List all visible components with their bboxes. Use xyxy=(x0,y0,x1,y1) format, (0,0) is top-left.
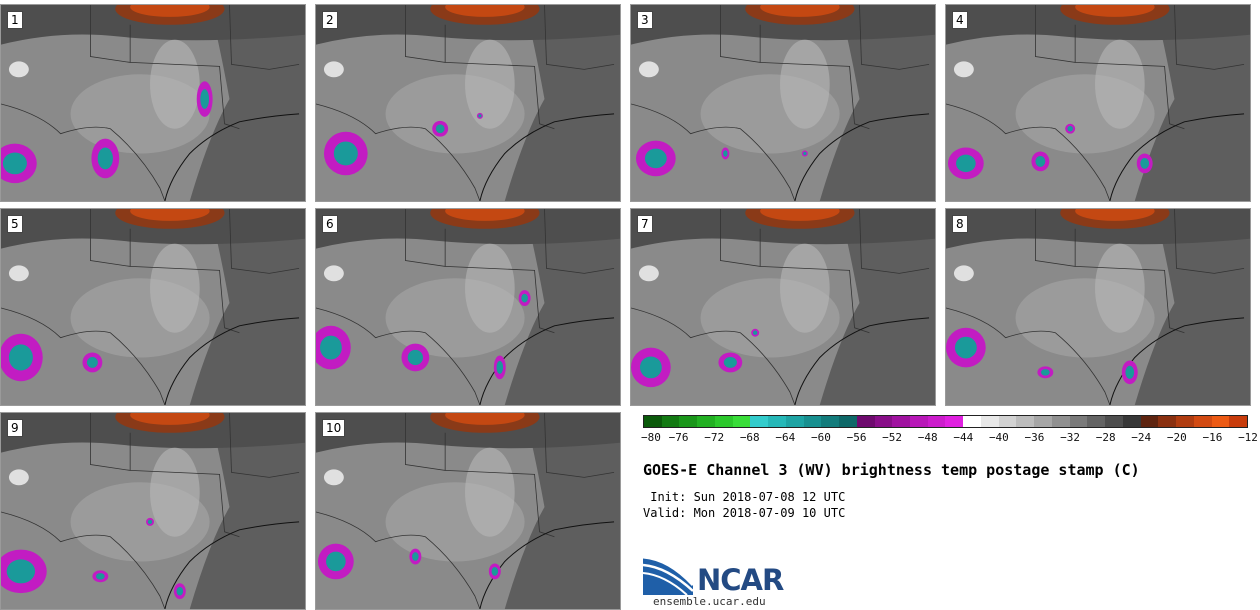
colorbar-segment xyxy=(1176,416,1194,427)
colorbar xyxy=(643,415,1248,428)
wv-brightness-map xyxy=(946,5,1250,201)
colorbar-tick-label: −28 xyxy=(1095,431,1116,444)
wv-brightness-map xyxy=(1,209,305,405)
panel-number: 5 xyxy=(7,215,23,233)
colorbar-tick-label: −64 xyxy=(775,431,796,444)
wv-brightness-map xyxy=(316,413,620,609)
colorbar-segment xyxy=(1016,416,1035,427)
colorbar-segment xyxy=(1193,416,1212,427)
colorbar-segment xyxy=(1105,416,1123,427)
colorbar-segment xyxy=(1069,416,1088,427)
colorbar-tick-label: −56 xyxy=(846,431,867,444)
colorbar-segment xyxy=(1140,416,1159,427)
wv-brightness-map xyxy=(1,413,305,609)
wv-brightness-map xyxy=(316,5,620,201)
colorbar-segment xyxy=(1087,416,1106,427)
colorbar-tick-label: −12 xyxy=(1238,431,1258,444)
colorbar-segment xyxy=(1034,416,1052,427)
colorbar-segment xyxy=(963,416,981,427)
panel-number: 8 xyxy=(952,215,968,233)
colorbar-segment xyxy=(732,416,751,427)
colorbar-segment xyxy=(785,416,804,427)
wv-brightness-map xyxy=(631,209,935,405)
colorbar-segment xyxy=(1051,416,1070,427)
colorbar-segment xyxy=(803,416,822,427)
run-info: Init: Sun 2018-07-08 12 UTC Valid: Mon 2… xyxy=(643,489,845,521)
colorbar-tick-label: −32 xyxy=(1060,431,1080,444)
stamp-panel-4: 4 xyxy=(945,4,1251,202)
colorbar-tick-label: −16 xyxy=(1202,431,1223,444)
stamp-panel-5: 5 xyxy=(0,208,306,406)
panel-number: 4 xyxy=(952,11,968,29)
init-time: Init: Sun 2018-07-08 12 UTC xyxy=(643,490,846,504)
panel-number: 7 xyxy=(637,215,653,233)
colorbar-tick-label: −48 xyxy=(917,431,938,444)
valid-time: Valid: Mon 2018-07-09 10 UTC xyxy=(643,506,846,520)
stamp-panel-1: 1 xyxy=(0,4,306,202)
ncar-logo: NCAR ensemble.ucar.edu xyxy=(643,553,813,609)
colorbar-segment xyxy=(945,416,964,427)
colorbar-segment xyxy=(998,416,1017,427)
colorbar-segment xyxy=(856,416,875,427)
colorbar-segment xyxy=(1122,416,1141,427)
stamp-panel-8: 8 xyxy=(945,208,1251,406)
colorbar-segment xyxy=(679,416,698,427)
colorbar-segment xyxy=(980,416,999,427)
colorbar-tick-label: −36 xyxy=(1024,431,1045,444)
colorbar-tick-label: −76 xyxy=(668,431,689,444)
stamp-panel-10: 10 xyxy=(315,412,621,610)
colorbar-segment xyxy=(874,416,893,427)
ncar-url[interactable]: ensemble.ucar.edu xyxy=(653,595,766,608)
colorbar-segment xyxy=(892,416,911,427)
colorbar-tick-label: −44 xyxy=(953,431,974,444)
colorbar-tick-label: −20 xyxy=(1166,431,1187,444)
colorbar-segment xyxy=(768,416,786,427)
colorbar-tick-label: −40 xyxy=(988,431,1009,444)
colorbar-segment xyxy=(644,416,662,427)
panel-number: 2 xyxy=(322,11,338,29)
wv-brightness-map xyxy=(1,5,305,201)
wv-brightness-map xyxy=(316,209,620,405)
ncar-wordmark: NCAR xyxy=(697,563,784,597)
colorbar-tick-label: −60 xyxy=(811,431,831,444)
colorbar-segment xyxy=(821,416,840,427)
colorbar-tick-label: −68 xyxy=(739,431,760,444)
colorbar-segment xyxy=(1158,416,1177,427)
colorbar-segment xyxy=(1229,416,1247,427)
colorbar-segment xyxy=(839,416,857,427)
colorbar-tick-label: −52 xyxy=(882,431,903,444)
colorbar-tick-labels: −80 −76 −72 −68 −64 −60 −56 −52 −48 −44 −40 −36 −32 −… xyxy=(641,431,1258,447)
panel-number: 1 xyxy=(7,11,23,29)
wv-brightness-map xyxy=(946,209,1250,405)
stamp-panel-6: 6 xyxy=(315,208,621,406)
plot-title: GOES-E Channel 3 (WV) brightness temp po… xyxy=(643,461,1140,479)
stamp-panel-2: 2 xyxy=(315,4,621,202)
stamp-panel-7: 7 xyxy=(630,208,936,406)
stamp-panel-3: 3 xyxy=(630,4,936,202)
panel-number: 6 xyxy=(322,215,338,233)
wv-brightness-map xyxy=(631,5,935,201)
panel-number: 3 xyxy=(637,11,653,29)
colorbar-tick-label: −24 xyxy=(1131,431,1152,444)
colorbar-segment xyxy=(714,416,733,427)
colorbar-tick-label: −80 xyxy=(641,431,661,444)
colorbar-segment xyxy=(661,416,680,427)
colorbar-segment xyxy=(697,416,715,427)
colorbar-segment xyxy=(1211,416,1230,427)
colorbar-segment xyxy=(927,416,946,427)
colorbar-segment xyxy=(750,416,769,427)
colorbar-segment xyxy=(910,416,928,427)
colorbar-tick-label: −72 xyxy=(704,431,725,444)
panel-number: 10 xyxy=(322,419,346,437)
stamp-panel-9: 9 xyxy=(0,412,306,610)
ncar-swoosh-icon xyxy=(643,555,695,595)
panel-number: 9 xyxy=(7,419,23,437)
